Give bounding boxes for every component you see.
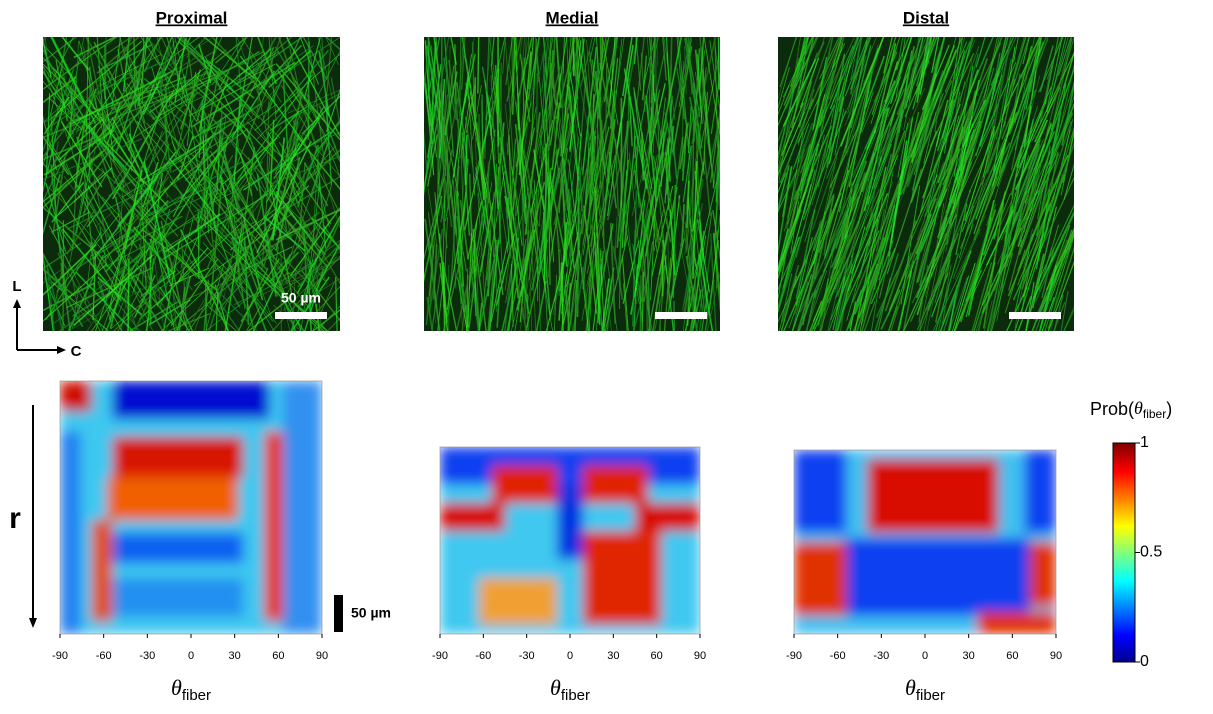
- colorbar-tick-label: 0: [1140, 653, 1149, 670]
- x-tick-label: 0: [567, 650, 573, 662]
- micrograph: [754, 0, 1099, 386]
- x-label: θfiber: [550, 675, 590, 704]
- colorbar: Prob(θfiber): [1090, 398, 1172, 662]
- x-tick-label: -30: [519, 650, 535, 662]
- scale-bar: [1009, 312, 1061, 319]
- heatmap: [60, 381, 322, 634]
- x-tick-label: 30: [963, 650, 975, 662]
- panel-title: Distal: [903, 8, 949, 27]
- heat-region: [841, 538, 1030, 615]
- x-tick-label: -60: [830, 650, 846, 662]
- x-label-sub: fiber: [182, 687, 211, 704]
- x-tick-label: -60: [475, 650, 491, 662]
- x-tick-label: 60: [651, 650, 663, 662]
- colorbar-tick-label: 1: [1140, 434, 1149, 451]
- micrograph: [421, 0, 728, 394]
- heat-region: [91, 520, 112, 621]
- heat-region: [1025, 450, 1056, 533]
- axis-r: r: [9, 502, 21, 535]
- heatmap-fill: [440, 447, 700, 634]
- panel-title: Proximal: [156, 8, 228, 27]
- fiber: [488, 162, 489, 215]
- heat-region: [112, 381, 269, 419]
- x-tick-label: -30: [139, 650, 155, 662]
- heat-region: [557, 484, 583, 559]
- fiber: [718, 18, 719, 89]
- x-label-symbol: θ: [171, 675, 182, 700]
- x-tick-label: -30: [873, 650, 889, 662]
- heat-region: [60, 381, 91, 411]
- x-tick-label: 60: [272, 650, 284, 662]
- scale-bar: [655, 312, 707, 319]
- heatmap: [794, 450, 1056, 634]
- heat-region: [112, 533, 243, 563]
- heat-region: [977, 612, 1056, 634]
- axis-c: C: [71, 343, 82, 360]
- heat-region: [1030, 542, 1056, 606]
- figure: Proximal 50 µm Medial Distal -90 -60 -30 0 30 60…: [0, 0, 1213, 709]
- radial-scale-bar: [334, 595, 343, 632]
- x-tick-label: 90: [694, 650, 706, 662]
- scale-label: 50 µm: [281, 290, 321, 306]
- x-tick-label: 0: [922, 650, 928, 662]
- heat-region: [283, 381, 322, 634]
- fiber: [308, 41, 309, 139]
- heat-region: [479, 578, 557, 625]
- x-label-symbol: θ: [905, 675, 916, 700]
- x-tick-label: 30: [607, 650, 619, 662]
- heat-region: [112, 578, 243, 616]
- x-tick-label: 30: [229, 650, 241, 662]
- x-tick-label: -60: [96, 650, 112, 662]
- fiber: [674, 301, 675, 358]
- x-tick-label: 90: [1050, 650, 1062, 662]
- radial-scale-label: 50 µm: [351, 605, 391, 621]
- heat-region: [583, 531, 661, 625]
- scale-bar: [275, 312, 327, 319]
- x-label-sub: fiber: [561, 687, 590, 704]
- heatmap: [440, 447, 700, 634]
- x-tick-label: -90: [786, 650, 802, 662]
- heat-region: [794, 450, 846, 533]
- fiber: [647, 286, 648, 345]
- x-label-sub: fiber: [916, 687, 945, 704]
- fiber: [222, 103, 223, 147]
- colorbar-label: Prob(θfiber): [1090, 398, 1172, 421]
- micrograph: [2, 0, 397, 390]
- heat-region: [635, 503, 700, 531]
- heatmap-fill: [794, 450, 1056, 634]
- x-tick-label: 90: [316, 650, 328, 662]
- x-label-symbol: θ: [550, 675, 561, 700]
- heatmap-fill: [60, 381, 322, 634]
- x-label: θfiber: [905, 675, 945, 704]
- heat-region: [794, 542, 846, 616]
- x-tick-label: 60: [1006, 650, 1018, 662]
- x-tick-label: -90: [52, 650, 68, 662]
- colorbar-tick-label: 0.5: [1140, 544, 1162, 561]
- x-label: θfiber: [171, 675, 211, 704]
- heat-region: [440, 503, 505, 531]
- panel-title: Medial: [546, 8, 599, 27]
- heat-region: [107, 477, 238, 520]
- heat-region: [492, 466, 557, 503]
- x-tick-label: 0: [188, 650, 194, 662]
- axis-l: L: [12, 278, 21, 295]
- heat-region: [112, 437, 243, 477]
- x-tick-label: -90: [432, 650, 448, 662]
- heat-region: [583, 466, 648, 503]
- heat-region: [867, 459, 998, 533]
- heat-region: [60, 432, 81, 634]
